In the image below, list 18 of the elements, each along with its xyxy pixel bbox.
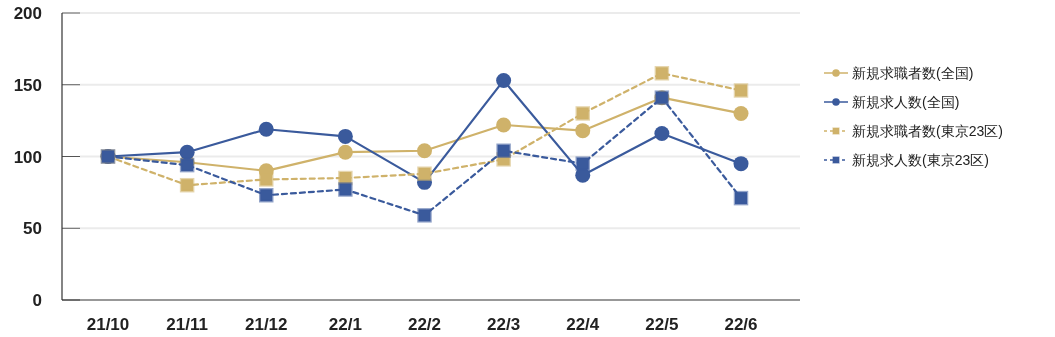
y-tick-label: 50 (23, 219, 42, 239)
x-tick-label: 22/6 (724, 315, 758, 334)
x-tick-label: 21/11 (166, 315, 208, 334)
x-tick-label: 21/10 (86, 315, 130, 334)
legend-label: 新規求人数(東京23区) (852, 152, 989, 168)
x-tick-label: 22/4 (566, 315, 600, 334)
y-tick-label: 100 (13, 147, 42, 167)
y-tick-label: 0 (32, 291, 42, 310)
legend-label: 新規求人数(全国) (852, 94, 960, 110)
y-tick-label: 200 (13, 4, 42, 23)
y-tick-label: 150 (13, 75, 42, 95)
legend-label: 新規求職者数(全国) (852, 65, 974, 81)
legend-label: 新規求職者数(東京23区) (852, 123, 1003, 139)
x-tick-label: 22/5 (645, 315, 679, 334)
x-tick-label: 22/2 (407, 315, 442, 334)
x-tick-label: 22/3 (487, 315, 521, 334)
x-tick-label: 21/12 (244, 315, 288, 334)
x-tick-label: 22/1 (328, 315, 362, 334)
